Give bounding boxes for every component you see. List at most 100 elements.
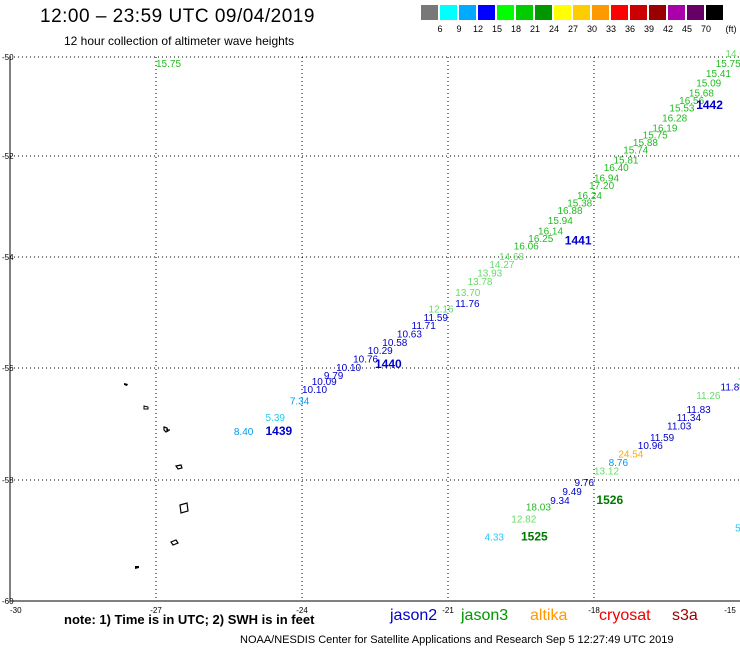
island-outline (124, 383, 128, 386)
wave-height-value: 10.10 (336, 363, 361, 374)
wave-height-value: 16.88 (558, 206, 583, 217)
island-outline (163, 426, 170, 433)
map-subtitle: 12 hour collection of altimeter wave hei… (64, 34, 295, 48)
wave-height-value: 16.94 (594, 173, 619, 184)
wave-height-value: 5.3 (735, 523, 740, 534)
orbit-label: 1440 (375, 357, 402, 371)
wave-height-value: 14.27 (489, 260, 514, 271)
wave-height-value: 11.59 (650, 433, 675, 444)
map-title: 12:00 – 23:59 UTC 09/04/2019 (40, 6, 315, 27)
satellite-name: jason2 (390, 607, 438, 624)
legend-swatch (592, 5, 609, 20)
wave-height-value: 10.58 (382, 338, 407, 349)
graticule (10, 56, 740, 601)
legend-label: 42 (662, 24, 674, 34)
orbit-label: 1525 (521, 530, 548, 544)
latitude-tick-label: -52 (2, 152, 14, 161)
wave-height-value: 4.33 (485, 533, 505, 544)
legend-label: 45 (681, 24, 693, 34)
wave-height-value: 15.88 (633, 138, 658, 149)
longitude-tick-label: -15 (724, 606, 736, 615)
legend-unit: (ft) (725, 24, 737, 34)
wave-height-value: 9.79 (324, 371, 344, 382)
wave-height-value: 7.34 (290, 396, 310, 407)
wave-height-value: 11.26 (696, 391, 721, 402)
legend-swatch (668, 5, 685, 20)
legend-swatch (497, 5, 514, 20)
wave-height-value: 14.66 (725, 49, 740, 60)
legend-label: 12 (472, 24, 484, 34)
wave-height-value: 15.38 (567, 199, 592, 210)
wave-height-value: 10.96 (638, 441, 663, 452)
plot-frame (9, 57, 740, 602)
wave-height-value: 12.16 (429, 305, 454, 316)
wave-height-value: 11.59 (424, 313, 449, 324)
longitude-tick-label: -21 (442, 606, 454, 615)
legend-label: 6 (437, 24, 443, 34)
wave-height-value: 11.83 (686, 405, 711, 416)
wave-height-value: 5.39 (266, 413, 286, 424)
wave-height-value: 18.03 (526, 502, 551, 513)
wave-height-value: 15.94 (548, 216, 573, 227)
axis-ticks: -50 -52 -54 -56 -58 -60-30 -27 -24 -21 -18 -15 (2, 53, 736, 615)
legend-label: 39 (643, 24, 655, 34)
wave-height-value: 16.25 (528, 234, 553, 245)
island-outline (135, 566, 139, 569)
legend-label: 24 (548, 24, 560, 34)
wave-height-value: 15.75 (643, 131, 668, 142)
wave-height-value: 9.34 (550, 496, 570, 507)
wave-height-value: 9.49 (562, 487, 582, 498)
wave-height-value: 15.74 (623, 146, 648, 157)
satellite-name: s3a (672, 607, 698, 624)
wave-height-value: 24.54 (618, 450, 643, 461)
wave-height-value: 8.76 (609, 458, 629, 469)
legend-label: 18 (510, 24, 522, 34)
observations-layer: 14.6015.75171814.6615.7515.4115.0915.681… (156, 0, 740, 544)
wave-height-value: 13.93 (477, 268, 502, 279)
legend-swatch (478, 5, 495, 20)
wave-height-value: 11.71 (412, 321, 437, 332)
legend-swatch (440, 5, 457, 20)
wave-height-value: 8.40 (234, 427, 254, 438)
satellite-name: altika (530, 607, 568, 624)
wave-height-value: 16.06 (514, 241, 539, 252)
latitude-tick-label: -54 (2, 253, 14, 262)
wave-height-value: 10.29 (368, 346, 393, 357)
wave-height-value: 15.53 (669, 103, 694, 114)
longitude-tick-label: -30 (10, 606, 22, 615)
legend-swatch (554, 5, 571, 20)
latitude-tick-label: -50 (2, 53, 14, 62)
legend-label: 27 (567, 24, 579, 34)
longitude-tick-label: -24 (296, 606, 308, 615)
wave-height-value: 11.76 (455, 299, 480, 310)
wave-height-value: 11.86 (721, 382, 740, 393)
island-outline (175, 464, 183, 470)
legend-swatch (706, 5, 723, 20)
wave-height-value: 15.75 (716, 59, 740, 70)
legend-swatch (687, 5, 704, 20)
legend-swatch (421, 5, 438, 20)
wave-height-value: 17.20 (589, 181, 614, 192)
legend-swatch (630, 5, 647, 20)
legend-label: 70 (700, 24, 712, 34)
wave-height-value: 16.14 (538, 226, 563, 237)
wave-height-value: 10.63 (397, 329, 422, 340)
wave-height-value: 16.28 (662, 113, 687, 124)
legend-swatch (516, 5, 533, 20)
wave-height-value: 16.19 (652, 123, 677, 134)
wave-height-value: 13.78 (467, 277, 492, 288)
wave-height-value: 16.40 (604, 163, 629, 174)
legend-swatch (535, 5, 552, 20)
island-outline (179, 502, 189, 514)
wave-height-value: 12.82 (511, 514, 536, 525)
wave-height-value: 10.76 (353, 354, 378, 365)
longitude-tick-label: -27 (150, 606, 162, 615)
legend-label: 9 (456, 24, 462, 34)
credit-line: NOAA/NESDIS Center for Satellite Applica… (240, 634, 674, 646)
legend-swatch (611, 5, 628, 20)
legend-label: 36 (624, 24, 636, 34)
satellite-name: jason3 (461, 607, 509, 624)
legend-label: 30 (586, 24, 598, 34)
